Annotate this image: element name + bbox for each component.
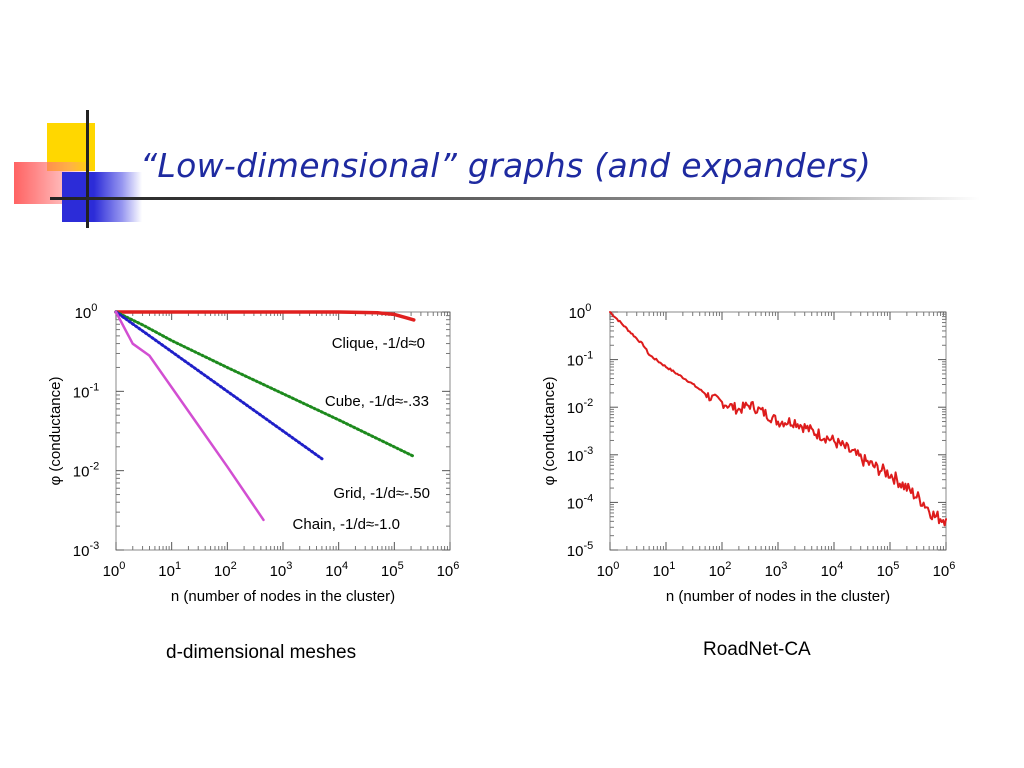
- series-line-chain: [114, 310, 265, 522]
- y-tick-label: 10-4: [567, 492, 593, 512]
- decor-vertical-line: [86, 110, 89, 228]
- series-label-grid: Grid, -1/d≈-.50: [333, 485, 430, 502]
- y-tick-label: 10-3: [567, 445, 593, 465]
- series-line-roadnet-ca: [609, 311, 947, 527]
- y-tick-label: 10-3: [73, 540, 99, 560]
- x-tick-label: 102: [214, 560, 237, 580]
- series-label-chain: Chain, -1/d≈-1.0: [293, 516, 400, 533]
- x-tick-label: 104: [325, 560, 348, 580]
- x-axis-label: n (number of nodes in the cluster): [171, 588, 395, 605]
- series-line-cube: [114, 310, 416, 458]
- y-tick-label: 10-1: [73, 381, 99, 401]
- y-axis-label: φ (conductance): [541, 377, 558, 486]
- slide-title: “Low-dimensional” graphs (and expanders): [140, 146, 872, 185]
- series-label-cube: Cube, -1/d≈-.33: [325, 393, 429, 410]
- caption-d-dimensional-meshes: d-dimensional meshes: [166, 642, 357, 663]
- series-label-clique: Clique, -1/d≈0: [332, 335, 425, 352]
- x-tick-label: 105: [381, 560, 404, 580]
- y-tick-label: 10-2: [567, 397, 593, 417]
- series-line-grid: [114, 310, 324, 461]
- title-underline: [50, 197, 980, 200]
- x-tick-label: 100: [103, 560, 126, 580]
- x-tick-label: 100: [597, 560, 620, 580]
- plot-frame: [609, 311, 947, 551]
- y-tick-label: 100: [75, 302, 98, 322]
- x-tick-label: 106: [437, 560, 460, 580]
- y-axis-label: φ (conductance): [47, 377, 64, 486]
- x-tick-label: 102: [709, 560, 732, 580]
- caption-roadnet-ca: RoadNet-CA: [703, 639, 811, 660]
- x-tick-label: 105: [877, 560, 900, 580]
- y-tick-label: 10-5: [567, 540, 593, 560]
- y-tick-label: 100: [569, 302, 592, 322]
- y-tick-label: 10-2: [73, 461, 99, 481]
- x-tick-label: 104: [821, 560, 844, 580]
- y-tick-label: 10-1: [567, 350, 593, 370]
- x-tick-label: 106: [933, 560, 956, 580]
- x-tick-label: 103: [270, 560, 293, 580]
- x-tick-label: 103: [765, 560, 788, 580]
- x-axis-label: n (number of nodes in the cluster): [666, 588, 890, 605]
- series-line-clique: [114, 310, 416, 322]
- x-tick-label: 101: [158, 560, 181, 580]
- x-tick-label: 101: [653, 560, 676, 580]
